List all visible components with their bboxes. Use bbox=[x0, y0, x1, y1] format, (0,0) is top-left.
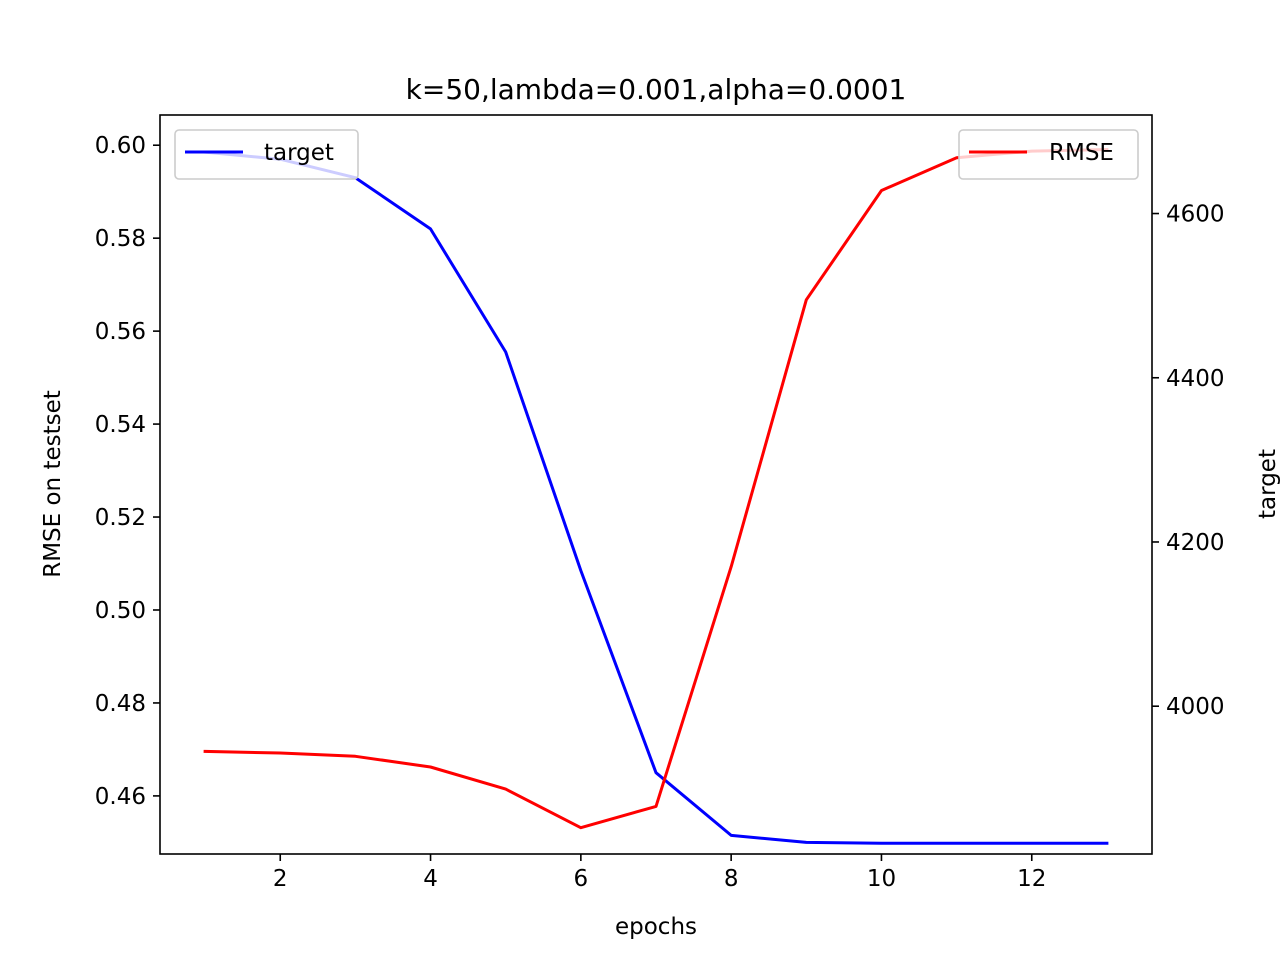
right-y-tick-label: 4600 bbox=[1166, 202, 1225, 228]
x-tick-label: 10 bbox=[867, 866, 896, 892]
x-axis-ticks: 2 4 6 8 10 12 bbox=[273, 854, 1046, 892]
series-line-target bbox=[203, 150, 1109, 845]
left-y-tick-label: 0.52 bbox=[95, 505, 146, 531]
left-y-tick-label: 0.50 bbox=[95, 598, 146, 624]
left-y-tick-label: 0.60 bbox=[95, 133, 146, 159]
right-y-tick-label: 4000 bbox=[1166, 694, 1225, 720]
plot-frame bbox=[159, 114, 1153, 855]
legend-rmse-box bbox=[958, 129, 1139, 180]
right-y-axis-ticks: 4000 4200 4400 4600 bbox=[1152, 202, 1225, 720]
legend-rmse-label: RMSE bbox=[1049, 140, 1114, 166]
legend-rmse: RMSE bbox=[958, 129, 1139, 180]
left-y-tick-label: 0.56 bbox=[95, 319, 146, 345]
x-tick-label: 12 bbox=[1017, 866, 1046, 892]
series-layer bbox=[203, 147, 1109, 845]
left-y-tick-label: 0.58 bbox=[95, 226, 146, 252]
legend-target-label: target bbox=[264, 140, 334, 166]
legend-target-box bbox=[174, 129, 359, 180]
x-axis-label: epochs bbox=[615, 914, 697, 940]
x-tick-label: 2 bbox=[273, 866, 288, 892]
x-tick-label: 8 bbox=[724, 866, 739, 892]
right-y-axis-label: target bbox=[1255, 449, 1280, 519]
chart-title: k=50,lambda=0.001,alpha=0.0001 bbox=[406, 73, 907, 106]
right-y-tick-label: 4400 bbox=[1166, 366, 1225, 392]
series-line-rmse bbox=[203, 147, 1109, 830]
legend-target: target bbox=[174, 129, 359, 180]
x-tick-label: 4 bbox=[423, 866, 438, 892]
x-tick-label: 6 bbox=[574, 866, 589, 892]
left-y-tick-label: 0.46 bbox=[95, 784, 146, 810]
left-y-axis-label: RMSE on testset bbox=[40, 390, 66, 578]
left-y-axis-ticks: 0.46 0.48 0.50 0.52 0.54 0.56 0.58 0.60 bbox=[95, 133, 160, 810]
right-y-tick-label: 4200 bbox=[1166, 530, 1225, 556]
left-y-tick-label: 0.48 bbox=[95, 691, 146, 717]
left-y-tick-label: 0.54 bbox=[95, 412, 146, 438]
